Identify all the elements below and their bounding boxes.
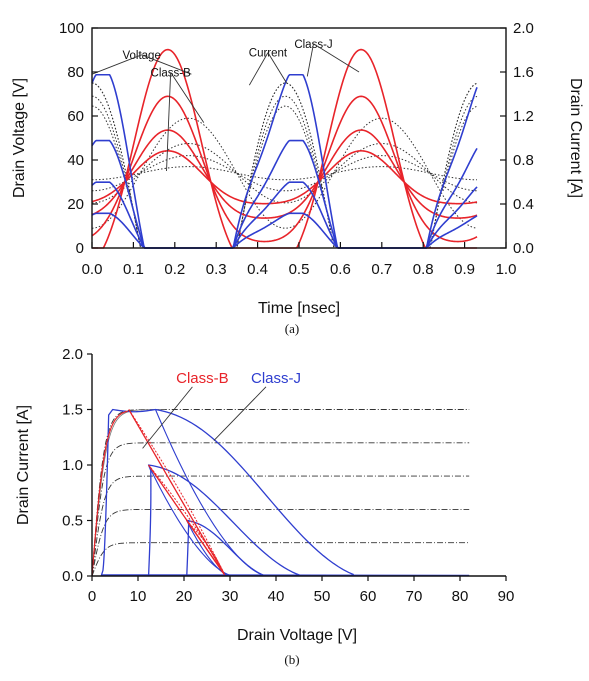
panel-a-annotation-arrow bbox=[267, 52, 287, 84]
panel-a-y-axis-title: Drain Voltage [V] bbox=[11, 78, 28, 198]
panel-a-y-tick-label: 100 bbox=[59, 20, 84, 37]
panel-b-dc-iv-curve bbox=[91, 508, 470, 577]
class-j-load-line-inner bbox=[148, 464, 232, 577]
panel-a-x-tick-label: 0.6 bbox=[330, 261, 351, 278]
panel-a-y2-tick-label: 0.0 bbox=[513, 240, 534, 257]
panel-b-x-tick-label: 30 bbox=[222, 588, 239, 605]
panel-b-y-tick-label: 1.0 bbox=[62, 457, 83, 474]
panel-a-y2-tick-label: 1.2 bbox=[513, 108, 534, 125]
class-j-load-line bbox=[147, 464, 300, 577]
panel-b-x-tick-label: 70 bbox=[406, 588, 423, 605]
panel-b-x-axis-title: Drain Voltage [V] bbox=[237, 627, 357, 644]
panel-a-annotations: VoltageClass-BCurrentClass-J bbox=[91, 39, 360, 172]
class-j-voltage-curve bbox=[91, 150, 478, 205]
class-j-voltage-curve bbox=[91, 95, 478, 243]
panel-b-envelope-curve bbox=[91, 409, 166, 577]
panel-a-x-tick-label: 0.1 bbox=[123, 261, 144, 278]
class-b-current-curve bbox=[91, 105, 478, 249]
panel-a-y-ticks: 0 20 40 60 80 100 bbox=[59, 20, 98, 257]
class-j-current-curve bbox=[91, 73, 478, 249]
panel-b-annotation-arrow bbox=[142, 386, 193, 449]
panel-a-annotation-arrow bbox=[91, 54, 142, 75]
panel-b-y-ticks: 0.0 0.5 1.0 1.5 2.0 bbox=[62, 346, 92, 585]
panel-b-annotation-label: Class-J bbox=[251, 370, 301, 387]
class-b-load-line bbox=[186, 520, 226, 576]
panel-b-caption: (b) bbox=[284, 652, 299, 667]
panel-a-x-tick-label: 1.0 bbox=[496, 261, 517, 278]
panel-b-y-tick-label: 0.0 bbox=[62, 568, 83, 585]
panel-b-y-tick-label: 1.5 bbox=[62, 402, 83, 419]
panel-b-annotation-arrow bbox=[213, 386, 267, 441]
class-b-voltage-curve bbox=[91, 166, 478, 181]
panel-b-x-ticks: 0 10 20 30 40 50 60 70 80 90 bbox=[88, 576, 515, 605]
panel-b-x-tick-label: 80 bbox=[452, 588, 469, 605]
panel-b-x-tick-label: 20 bbox=[176, 588, 193, 605]
panel-a-y2-axis-title: Drain Current [A] bbox=[567, 78, 584, 198]
panel-a-x-tick-label: 0.2 bbox=[164, 261, 185, 278]
panel-b-dc-iv-curve bbox=[91, 542, 470, 577]
panel-b-x-tick-label: 90 bbox=[498, 588, 515, 605]
panel-a-y-tick-label: 80 bbox=[67, 64, 84, 81]
panel-b-y-axis-title: Drain Current [A] bbox=[15, 405, 32, 525]
class-j-voltage-curve bbox=[91, 129, 478, 219]
class-b-load-line-dotted bbox=[186, 520, 226, 576]
panel-a-y-tick-label: 60 bbox=[67, 108, 84, 125]
panel-a-annotation-arrow bbox=[248, 52, 269, 86]
panel-a-y-tick-label: 0 bbox=[76, 240, 84, 257]
panel-a-time-domain-chart: VoltageClass-BCurrentClass-J 0.00.10.20.… bbox=[11, 20, 584, 336]
panel-b-curves bbox=[91, 408, 470, 577]
panel-a-annotation-arrow bbox=[170, 72, 205, 123]
class-b-current-curve bbox=[91, 82, 478, 249]
panel-a-x-tick-label: 0.3 bbox=[206, 261, 227, 278]
panel-a-annotation-arrow bbox=[141, 54, 192, 75]
panel-a-y-tick-label: 20 bbox=[67, 196, 84, 213]
panel-a-y-tick-label: 40 bbox=[67, 152, 84, 169]
class-b-current-curve bbox=[91, 82, 478, 249]
panel-b-x-tick-label: 50 bbox=[314, 588, 331, 605]
panel-a-y2-ticks: 0.0 0.4 0.8 1.2 1.6 2.0 bbox=[500, 20, 534, 257]
panel-b-load-line-chart: Class-B Class-J 0 10 20 30 40 50 60 70 80 90 0.00.… bbox=[15, 346, 514, 667]
panel-a-y2-tick-label: 0.8 bbox=[513, 152, 534, 169]
panel-a-x-tick-label: 0.9 bbox=[454, 261, 475, 278]
panel-b-x-tick-label: 60 bbox=[360, 588, 377, 605]
panel-a-x-tick-label: 0.0 bbox=[82, 261, 103, 278]
panel-a-y2-tick-label: 1.6 bbox=[513, 64, 534, 81]
class-b-voltage-curve bbox=[91, 155, 478, 192]
panel-b-dc-iv-curve bbox=[91, 409, 470, 577]
class-b-voltage-curve bbox=[91, 117, 478, 229]
class-b-voltage-curve bbox=[91, 143, 478, 204]
class-j-current-curve bbox=[91, 212, 478, 249]
panel-b-x-tick-label: 10 bbox=[130, 588, 147, 605]
panel-b-annotations: Class-B Class-J bbox=[142, 370, 301, 449]
class-b-knee-curve bbox=[91, 410, 129, 577]
panel-a-x-tick-label: 0.4 bbox=[247, 261, 268, 278]
panel-b-x-tick-label: 0 bbox=[88, 588, 96, 605]
panel-b-annotation-label: Class-B bbox=[176, 370, 229, 387]
panel-b-y-tick-label: 2.0 bbox=[62, 346, 83, 363]
panel-b-x-tick-label: 40 bbox=[268, 588, 285, 605]
panel-a-x-axis-title: Time [nsec] bbox=[258, 300, 340, 317]
class-j-load-line bbox=[100, 408, 354, 577]
panel-a-x-tick-label: 0.5 bbox=[289, 261, 310, 278]
panel-a-annotation-arrow bbox=[306, 43, 314, 77]
panel-a-y2-tick-label: 2.0 bbox=[513, 20, 534, 37]
class-b-load-line-dotted bbox=[148, 464, 225, 575]
panel-b-dc-iv-curve bbox=[91, 442, 470, 577]
class-b-load-line-dotted bbox=[128, 409, 225, 573]
panel-a-annotation-arrow bbox=[313, 43, 360, 73]
panel-a-x-tick-label: 0.7 bbox=[371, 261, 392, 278]
panel-a-annotation-arrow bbox=[166, 72, 172, 172]
panel-a-y2-tick-label: 0.4 bbox=[513, 196, 534, 213]
class-b-current-curve bbox=[91, 95, 478, 249]
panel-a-x-ticks: 0.0 0.1 0.2 0.3 0.4 0.5 0.6 0.7 0.8 0.9 1.0 bbox=[82, 242, 517, 278]
panel-b-y-tick-label: 0.5 bbox=[62, 513, 83, 530]
panel-a-x-tick-label: 0.8 bbox=[413, 261, 434, 278]
class-j-load-line bbox=[186, 519, 266, 577]
panel-a-caption: (a) bbox=[285, 321, 299, 336]
panel-b-dc-iv-curve bbox=[91, 475, 470, 577]
